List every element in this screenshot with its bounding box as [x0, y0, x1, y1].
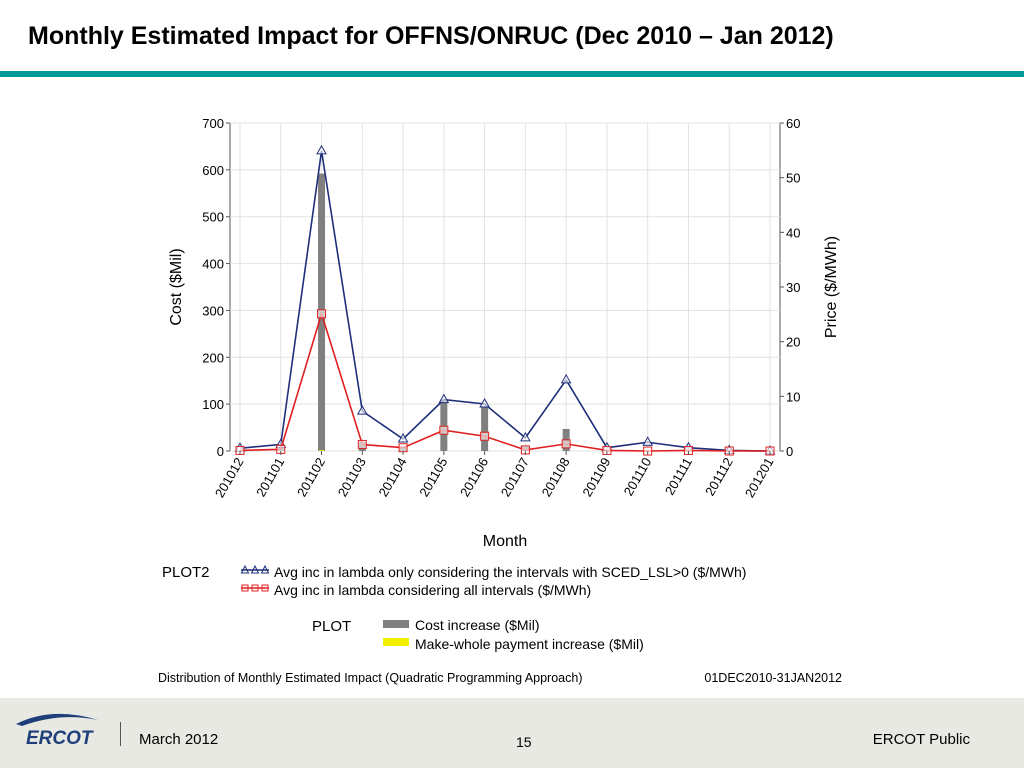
y-left-tick-label: 600 [202, 163, 224, 178]
x-tick-label: 201201 [742, 455, 777, 500]
x-tick-label: 201104 [375, 455, 409, 499]
y-right-tick-label: 60 [786, 116, 800, 131]
y-right-tick-label: 20 [786, 335, 800, 350]
x-tick-label: 201110 [621, 455, 655, 498]
legend-all-text: Avg inc in lambda considering all interv… [274, 582, 591, 598]
logo-text: ERCOT [26, 728, 94, 749]
x-axis-label: Month [483, 533, 527, 550]
line-lsl [239, 150, 771, 452]
point-all [439, 425, 449, 435]
x-tick-label: 201101 [253, 455, 287, 499]
point-lsl [397, 432, 409, 443]
chart-date-range: 01DEC2010-31JAN2012 [704, 671, 842, 685]
x-tick-label: 201102 [294, 455, 328, 499]
y-left-tick-label: 300 [202, 303, 224, 318]
y-left-tick-label: 500 [202, 210, 224, 225]
point-all [398, 443, 408, 453]
legend-item-all: Avg inc in lambda considering all interv… [241, 582, 591, 598]
ercot-logo: ERCOT [16, 713, 98, 749]
point-lsl [316, 144, 327, 155]
y-left-tick-label: 200 [202, 350, 224, 365]
y-right-tick-label: 0 [786, 444, 793, 459]
y-right-tick-label: 50 [786, 171, 800, 186]
point-lsl [560, 373, 572, 384]
y-right-tick-label: 30 [786, 280, 800, 295]
right-axis-ticks: 0 10 20 30 40 50 60 [780, 116, 800, 459]
point-all [317, 309, 327, 319]
legend-lsl-text: Avg inc in lambda only considering the i… [274, 564, 746, 580]
x-tick-label: 201109 [579, 455, 613, 499]
legend-item-makewhole: Make-whole payment increase ($Mil) [383, 636, 644, 652]
x-tick-label: 201105 [416, 455, 450, 499]
x-tick-label: 201106 [457, 455, 491, 499]
point-lsl [438, 393, 450, 404]
slide-title: Monthly Estimated Impact for OFFNS/ONRUC… [28, 22, 834, 50]
x-tick-label: 201107 [498, 455, 532, 499]
footer-classification: ERCOT Public [872, 731, 970, 748]
line-all [239, 311, 770, 452]
point-all [480, 431, 490, 441]
y-right-tick-label: 40 [786, 225, 800, 240]
legend-makewhole-text: Make-whole payment increase ($Mil) [415, 636, 644, 652]
y-right-tick-label: 10 [786, 389, 800, 404]
legend-plot-label: PLOT [312, 618, 351, 635]
chart-caption: Distribution of Monthly Estimated Impact… [158, 671, 582, 685]
point-all [357, 439, 367, 449]
point-lsl [479, 397, 490, 408]
x-axis-ticks: 201012 201101 201102 201103 201104 201105 2011… [212, 451, 777, 500]
grid-lines [230, 122, 780, 452]
y-axis-left-label: Cost ($Mil) [168, 248, 185, 325]
legend-cost-text: Cost increase ($Mil) [415, 617, 539, 633]
impact-chart: 0 100 200 300 400 500 600 700 0 10 20 30 40 50 60 201… [158, 116, 842, 685]
point-all [561, 439, 571, 449]
y-axis-right-label: Price ($/MWh) [823, 236, 840, 338]
y-left-tick-label: 700 [202, 116, 224, 131]
legend-item-cost: Cost increase ($Mil) [383, 617, 539, 633]
x-tick-label: 201012 [212, 455, 247, 500]
point-lsl [356, 405, 368, 415]
x-tick-label: 201111 [662, 455, 695, 498]
page-number: 15 [516, 734, 532, 750]
title-divider [0, 71, 1024, 77]
y-left-tick-label: 0 [217, 444, 224, 459]
left-axis-ticks: 0 100 200 300 400 500 600 700 [202, 116, 230, 459]
point-lsl [520, 431, 531, 442]
plot-area [229, 122, 781, 452]
point-lsl [642, 436, 654, 446]
bar-makewhole [319, 450, 325, 451]
footer: ERCOT March 2012 15 ERCOT Public [0, 698, 1024, 768]
footer-date: March 2012 [139, 731, 219, 748]
y-left-tick-label: 400 [202, 257, 224, 272]
x-tick-label: 201112 [702, 455, 736, 498]
y-left-tick-label: 100 [202, 397, 224, 412]
legend-item-lsl: Avg inc in lambda only considering the i… [240, 564, 746, 580]
footer-separator [120, 722, 121, 746]
legend-plot2-label: PLOT2 [162, 564, 210, 581]
x-tick-label: 201103 [335, 455, 369, 499]
x-tick-label: 201108 [539, 455, 573, 499]
bar-cost [440, 399, 448, 451]
bar-cost [481, 406, 489, 451]
